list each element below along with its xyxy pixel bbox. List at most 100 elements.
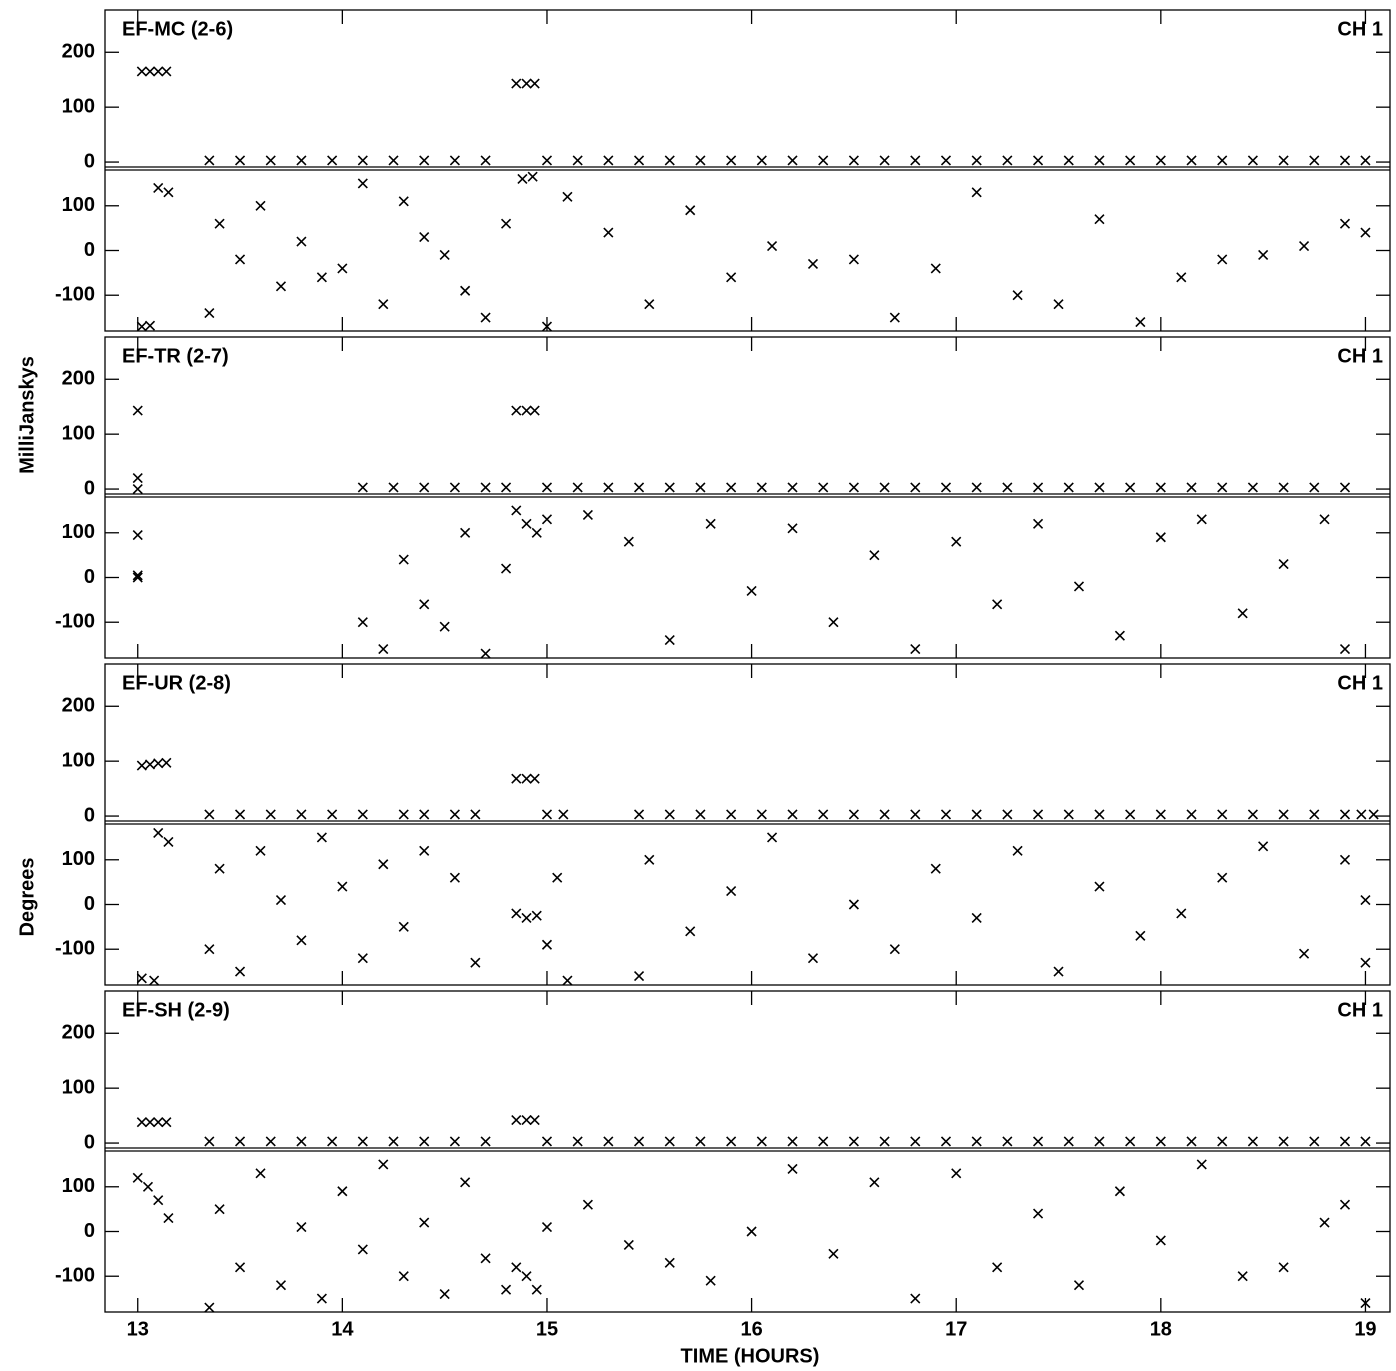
phase-point	[1012, 290, 1023, 301]
phase-point	[214, 863, 225, 874]
amplitude-point	[1278, 482, 1289, 493]
phase-point	[746, 1226, 757, 1237]
amplitude-point	[521, 405, 532, 416]
amplitude-point	[529, 1114, 540, 1126]
amplitude-point	[153, 758, 164, 769]
amplitude-point	[603, 482, 614, 493]
phase-point	[1135, 930, 1146, 941]
phase-point	[1319, 514, 1330, 525]
amplitude-point	[848, 809, 859, 820]
phase-point	[766, 832, 778, 843]
amplitude-point	[1217, 482, 1228, 493]
amplitude-point	[161, 757, 172, 768]
phase-point	[1155, 532, 1166, 543]
amplitude-point	[787, 1136, 798, 1147]
y-tick-label: 0	[84, 1131, 95, 1153]
amplitude-point	[940, 482, 952, 493]
amplitude-point	[529, 78, 540, 89]
phase-point	[531, 1284, 542, 1295]
phase-point	[398, 921, 409, 932]
amplitude-point	[558, 809, 569, 820]
phase-point	[633, 970, 645, 982]
phase-point	[449, 872, 460, 883]
amplitude-point	[971, 482, 982, 493]
amplitude-point	[296, 1136, 307, 1147]
amplitude-point	[1217, 155, 1228, 166]
phase-point	[644, 299, 655, 310]
phase-point	[1217, 254, 1228, 265]
amplitude-point	[910, 155, 921, 166]
amplitude-point	[265, 155, 276, 166]
amplitude-point	[633, 809, 645, 820]
amplitude-point	[449, 1136, 460, 1147]
phase-point	[521, 518, 532, 529]
amplitude-point	[695, 809, 706, 820]
phase-point	[889, 944, 900, 955]
amplitude-point	[480, 482, 491, 493]
amplitude-point	[1094, 155, 1105, 166]
amplitude-point	[1125, 155, 1136, 166]
phase-point	[500, 218, 512, 229]
phase-point	[163, 836, 174, 847]
channel-label: CH 1	[1337, 345, 1383, 367]
phase-point	[869, 1177, 880, 1188]
phase-point	[1237, 1271, 1248, 1282]
amplitude-point	[136, 1117, 147, 1128]
amplitude-point	[419, 155, 430, 166]
phase-point	[1196, 514, 1207, 525]
phase-point	[357, 953, 368, 964]
phase-point	[398, 196, 409, 207]
phase-point	[521, 912, 532, 923]
phase-point	[541, 1221, 553, 1233]
phase-point	[1012, 845, 1023, 856]
amplitude-point	[1309, 482, 1320, 493]
phase-point	[746, 585, 757, 596]
amplitude-point	[1032, 809, 1044, 820]
amplitude-point	[132, 483, 143, 495]
amplitude-point	[1278, 155, 1289, 166]
phase-point	[910, 643, 921, 655]
phase-point	[521, 1271, 532, 1282]
amplitude-point	[695, 1136, 706, 1147]
amplitude-point	[480, 155, 491, 166]
amplitude-point	[136, 760, 147, 771]
amplitude-point	[470, 809, 481, 820]
phase-point	[992, 599, 1003, 610]
amplitude-point	[357, 482, 368, 493]
amplitude-point	[603, 1136, 614, 1147]
phase-point	[398, 1271, 409, 1282]
phase-point	[214, 1204, 225, 1215]
phase-point	[848, 899, 859, 910]
phase-point	[1298, 948, 1310, 959]
amplitude-point	[1063, 809, 1074, 820]
phase-point	[848, 254, 859, 265]
amplitude-point	[940, 1136, 952, 1147]
amplitude-point	[1063, 482, 1074, 493]
amplitude-point	[1309, 1136, 1320, 1147]
amplitude-point	[726, 155, 737, 166]
amplitude-point	[1247, 482, 1258, 493]
phase-point	[527, 171, 538, 182]
phase-point	[951, 1168, 962, 1179]
amplitude-point	[327, 155, 338, 166]
phase-point	[378, 1159, 389, 1170]
phase-point	[869, 550, 880, 561]
phase-point	[1360, 894, 1371, 906]
phase-point	[275, 1280, 287, 1291]
amplitude-point	[818, 482, 829, 493]
amplitude-point	[726, 1136, 737, 1147]
amplitude-point	[204, 1136, 215, 1147]
amplitude-point	[132, 473, 143, 484]
amplitude-point	[327, 1136, 338, 1147]
phase-point	[398, 554, 409, 565]
amplitude-point	[756, 482, 767, 493]
amplitude-point	[153, 1117, 164, 1128]
amplitude-point	[480, 1136, 491, 1147]
phase-point	[623, 1239, 634, 1250]
amplitude-point	[1356, 809, 1367, 820]
amplitude-point	[848, 1136, 859, 1147]
amplitude-point	[879, 1136, 890, 1147]
phase-point	[296, 236, 307, 247]
y2-tick-label: -100	[55, 284, 95, 306]
